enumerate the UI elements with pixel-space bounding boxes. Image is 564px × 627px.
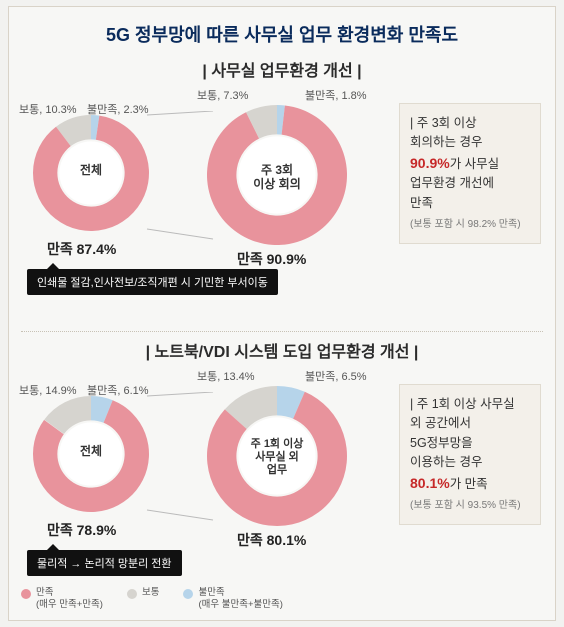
donut-2a-center: 전체 [71, 444, 111, 458]
swatch-dissatisfied-icon [183, 589, 193, 599]
donut-2b-sat-label: 만족 80.1% [237, 530, 306, 550]
side1-l4: 업무환경 개선에 [410, 176, 494, 190]
side1-hl: 90.9% [410, 155, 450, 171]
donut-1b-center: 주 3회 이상 회의 [247, 163, 307, 192]
swatch-satisfied-icon [21, 589, 31, 599]
side1-l1: | 주 3회 이상 [410, 116, 477, 130]
donut-1a-sat-label: 만족 87.4% [47, 239, 116, 259]
donut-1b-sat-label: 만족 90.9% [237, 249, 306, 269]
legend-satisfied: 만족 (매우 만족+만족) [21, 587, 103, 610]
page-title: 5G 정부망에 따른 사무실 업무 환경변화 만족도 [21, 21, 543, 47]
side2-l3: 5G정부망을 [410, 436, 473, 450]
side2-note: (보통 포함 시 93.5% 만족) [410, 498, 530, 514]
side1-l3: 가 사무실 [450, 157, 499, 171]
section1-title: | 사무실 업무환경 개선 | [21, 57, 543, 81]
donut-1a-center: 전체 [71, 163, 111, 177]
donut-2a-sat-label: 만족 78.9% [47, 520, 116, 540]
donut-2b-neutral-label: 보통, 13.4% [197, 368, 255, 384]
donut-1b-dissat-label: 불만족, 1.8% [305, 87, 367, 103]
donut-1b-neutral-label: 보통, 7.3% [197, 87, 248, 103]
section2-title: | 노트북/VDI 시스템 도입 업무환경 개선 | [21, 338, 543, 362]
side1-l5: 만족 [410, 196, 433, 210]
side2-l5: 가 만족 [450, 477, 488, 491]
donut-1a-dissat-label: 불만족, 2.3% [87, 101, 149, 117]
donut-2b-dissat-label: 불만족, 6.5% [305, 368, 367, 384]
swatch-neutral-icon [127, 589, 137, 599]
section1: 전체 보통, 10.3% 불만족, 2.3% 만족 87.4% 주 3회 이상 … [21, 85, 543, 325]
legend-neutral: 보통 [127, 587, 159, 610]
section2: 전체 보통, 14.9% 불만족, 6.1% 만족 78.9% 주 1회 이상 … [21, 366, 543, 606]
donut-1a-neutral-label: 보통, 10.3% [19, 101, 77, 117]
legend-satisfied-text: 만족 (매우 만족+만족) [36, 587, 103, 610]
side1-l2: 회의하는 경우 [410, 135, 482, 149]
legend-dissatisfied-text: 불만족 (매우 불만족+불만족) [198, 587, 282, 610]
section2-side-box: | 주 1회 이상 사무실 외 공간에서 5G정부망을 이용하는 경우 80.1… [399, 384, 541, 525]
side2-l1: | 주 1회 이상 사무실 [410, 397, 515, 411]
donut-2a-neutral-label: 보통, 14.9% [19, 382, 77, 398]
side2-l2: 외 공간에서 [410, 416, 471, 430]
donut-2a-dissat-label: 불만족, 6.1% [87, 382, 149, 398]
section2-black-bar: 물리적 → 논리적 망분리 전환 [27, 550, 182, 576]
legend-neutral-text: 보통 [142, 587, 159, 598]
side2-l4: 이용하는 경우 [410, 455, 482, 469]
legend: 만족 (매우 만족+만족) 보통 불만족 (매우 불만족+불만족) [21, 587, 283, 610]
donut-2b-center: 주 1회 이상 사무실 외 업무 [243, 438, 311, 478]
legend-dissatisfied: 불만족 (매우 불만족+불만족) [183, 587, 282, 610]
section1-side-box: | 주 3회 이상 회의하는 경우 90.9%가 사무실 업무환경 개선에 만족… [399, 103, 541, 244]
side2-hl: 80.1% [410, 475, 450, 491]
section1-black-bar: 인쇄물 절감,인사전보/조직개편 시 기민한 부서이동 [27, 269, 278, 295]
divider [21, 331, 543, 332]
main-frame: 5G 정부망에 따른 사무실 업무 환경변화 만족도 | 사무실 업무환경 개선… [8, 6, 556, 621]
side1-note: (보통 포함 시 98.2% 만족) [410, 217, 530, 233]
